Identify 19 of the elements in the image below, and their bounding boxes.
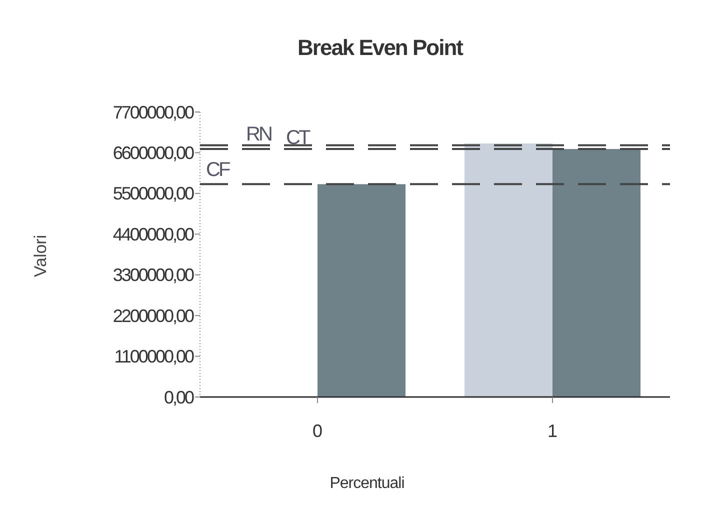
bar [464,143,552,397]
chart-title: Break Even Point [298,35,464,60]
y-tick-label: 6600000,00 [112,143,194,164]
ref-line-label: CT [286,127,310,150]
y-tick-label: 1100000,00 [114,346,194,367]
y-tick-label: 3300000,00 [112,265,194,286]
bar [552,149,640,397]
y-tick-label: 7700000,00 [112,102,194,122]
x-tick-label: 1 [547,421,558,441]
y-tick-label: 0,00 [164,387,194,408]
y-axis-title: Valori [31,234,50,278]
y-tick-label: 2200000,00 [112,306,194,326]
y-tick-label: 4400000,00 [112,224,194,244]
x-axis-title: Percentuali [330,475,404,492]
x-tick-label: 0 [312,421,323,441]
y-tick-label: 5500000,00 [112,184,194,204]
ref-line-label: CF [206,159,230,182]
ref-line-label: RN [246,123,272,146]
bar [318,184,406,397]
